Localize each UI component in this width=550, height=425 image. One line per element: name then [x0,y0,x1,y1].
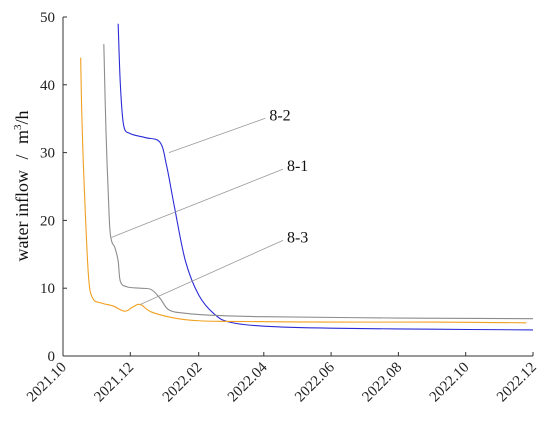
x-tick-label: 2021.10 [24,360,70,406]
y-tick-label: 40 [40,78,55,94]
y-tick-label: 0 [48,349,56,365]
y-tick-label: 30 [40,146,55,162]
y-axis-title: water inflow / m3/h [12,110,32,261]
x-tick-label: 2022.08 [359,360,405,406]
series-line-8-2 [117,23,534,331]
series-line-8-1 [103,44,534,320]
annotation-label-8-2: 8-2 [269,107,290,124]
annotation-label-8-3: 8-3 [287,229,308,246]
annotation-leader-8-1 [111,168,284,238]
annotation-leader-8-2 [168,117,266,153]
x-tick-label: 2022.10 [427,360,473,406]
y-axis-title-text: water inflow [12,170,32,261]
axes: 0 10 20 30 40 50 2021.10 2021.12 2022.02 2022.04 2… [24,10,540,405]
series-layer [80,23,534,331]
x-tick-label: 2021.12 [91,360,137,406]
y-axis-title-separator: / [12,155,32,160]
series-line-8-3 [80,57,527,324]
y-tick-label: 20 [40,213,55,229]
annotation-layer: 8-2 8-1 8-3 [111,107,308,305]
x-tick-label: 2022.02 [160,360,206,406]
y-axis-title-unit: m [12,130,32,144]
y-tick-label: 10 [40,281,55,297]
x-tick-label: 2022.04 [225,359,271,405]
y-axis-title-unit-sup: 3 [12,124,24,130]
annotation-label-8-1: 8-1 [287,158,308,175]
x-tick-label: 2022.12 [494,360,540,406]
y-tick-label: 50 [40,10,55,26]
annotation-leader-8-3 [140,239,284,305]
x-tick-label: 2022.06 [292,359,338,405]
y-axis-title-unit-tail: /h [12,110,32,124]
